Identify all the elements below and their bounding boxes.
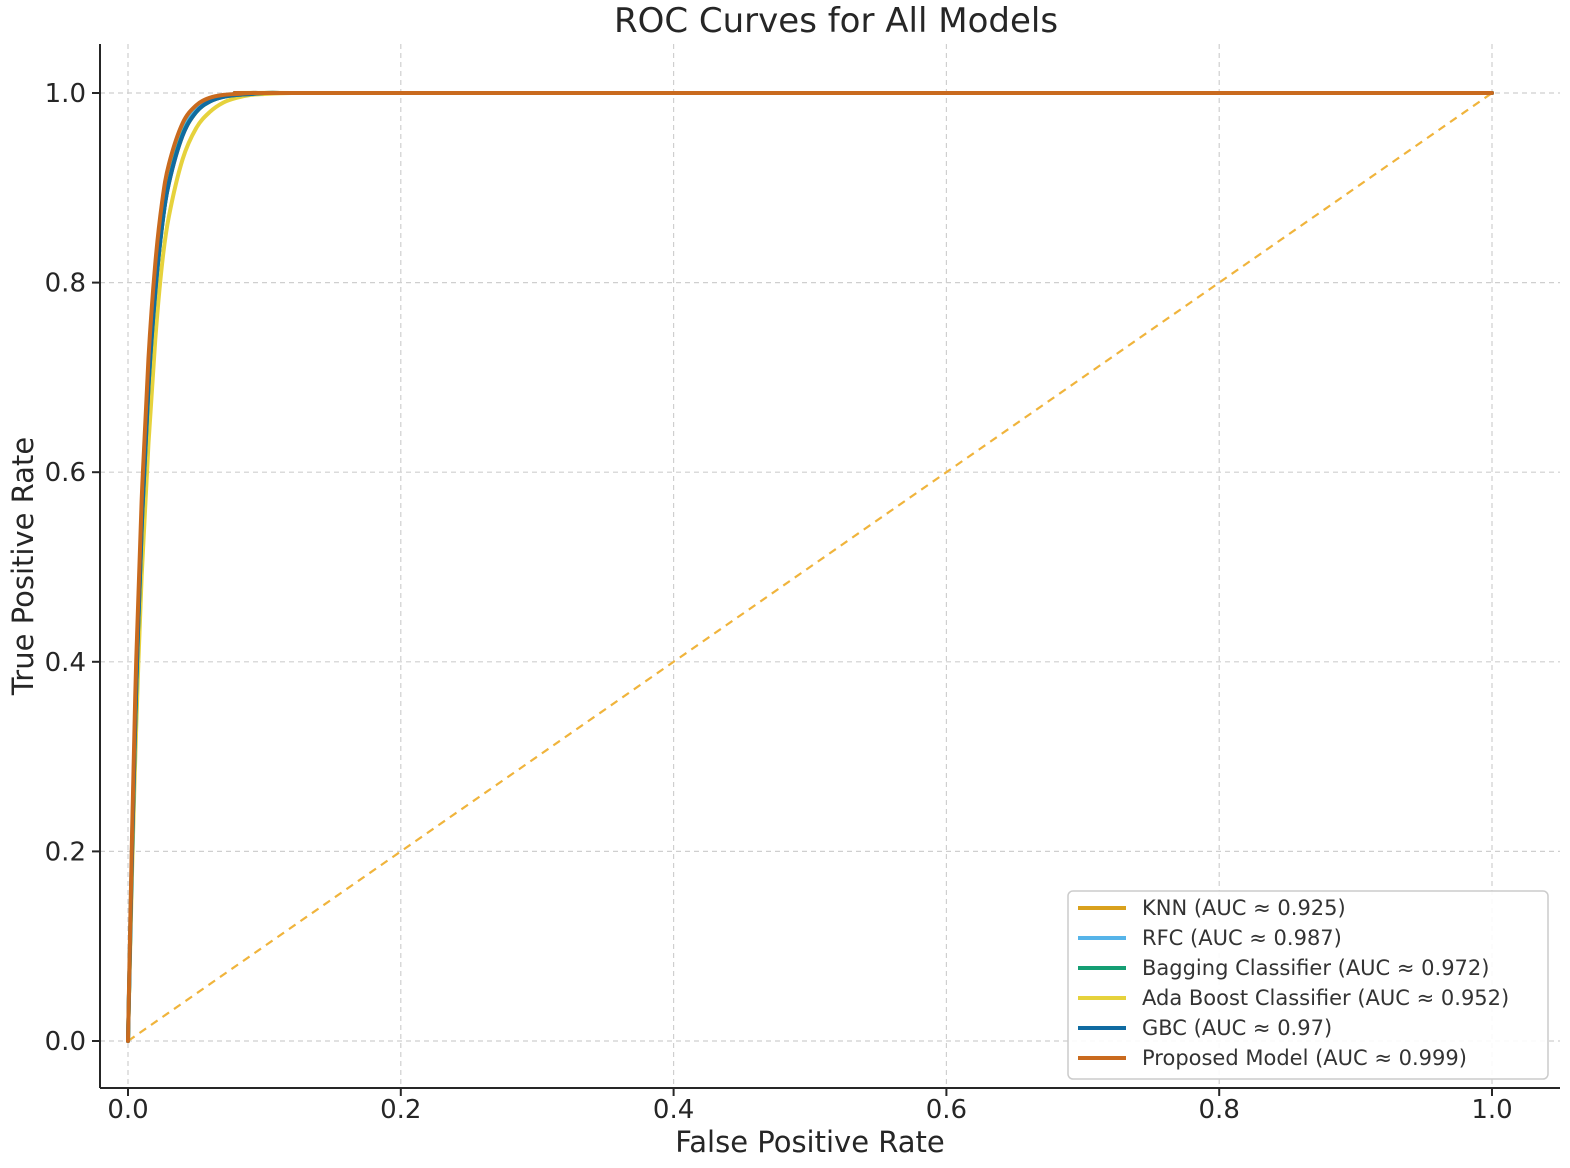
chart-title: ROC Curves for All Models bbox=[614, 1, 1058, 41]
x-tick-label: 0.6 bbox=[926, 1095, 967, 1125]
series-layer bbox=[126, 90, 1494, 1043]
reference-line bbox=[127, 92, 1493, 1042]
ticks: 0.0 0.2 0.4 0.6 0.8 1.0 0.0 0.2 0.4 0.6 0.8 1.0 bbox=[45, 79, 1513, 1125]
y-tick-label: 0.2 bbox=[45, 837, 86, 867]
legend-label-bagging-classifier: Bagging Classifier (AUC ≈ 0.972) bbox=[1142, 956, 1489, 980]
y-axis-title: True Positive Rate bbox=[6, 437, 40, 696]
x-tick-label: 0.8 bbox=[1199, 1095, 1240, 1125]
legend-label-ada-boost-classifier: Ada Boost Classifier (AUC ≈ 0.952) bbox=[1142, 986, 1509, 1010]
x-tick-label: 1.0 bbox=[1471, 1095, 1512, 1125]
series-line-proposed-model bbox=[126, 90, 1494, 1043]
y-tick-label: 0.0 bbox=[45, 1027, 86, 1057]
x-tick-label: 0.0 bbox=[107, 1095, 148, 1125]
x-axis-title: False Positive Rate bbox=[675, 1125, 945, 1159]
y-tick-label: 0.6 bbox=[45, 458, 86, 488]
x-tick-label: 0.4 bbox=[653, 1095, 694, 1125]
legend-label-gbc: GBC (AUC ≈ 0.97) bbox=[1142, 1016, 1332, 1040]
y-tick-label: 0.4 bbox=[45, 648, 86, 678]
x-tick-label: 0.2 bbox=[380, 1095, 421, 1125]
legend-label-rfc: RFC (AUC ≈ 0.987) bbox=[1142, 926, 1342, 950]
axes bbox=[99, 44, 1560, 1089]
legend-box bbox=[1067, 890, 1549, 1080]
y-tick-label: 1.0 bbox=[45, 79, 86, 109]
legend: KNN (AUC ≈ 0.925) RFC (AUC ≈ 0.987) Baggin… bbox=[1067, 890, 1549, 1080]
y-tick-label: 0.8 bbox=[45, 269, 86, 299]
legend-label-proposed-model: Proposed Model (AUC ≈ 0.999) bbox=[1142, 1046, 1467, 1070]
legend-label-knn: KNN (AUC ≈ 0.925) bbox=[1142, 896, 1346, 920]
